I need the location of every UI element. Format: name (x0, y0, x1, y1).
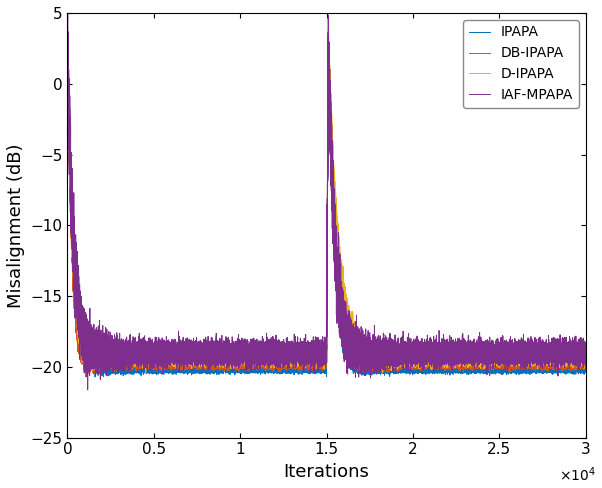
IAF-MPAPA (178, 351, 185, 357)
X-axis label: Iterations: Iterations (284, 463, 370, 481)
IPAPA (582, 367, 589, 373)
D-IPAPA (178, 356, 185, 362)
DB-IPAPA (188, 358, 196, 364)
IPAPA (178, 368, 185, 374)
IAF-MPAPA (64, 10, 71, 16)
IAF-MPAPA (513, 348, 520, 354)
D-IPAPA (324, 16, 332, 22)
DB-IPAPA (338, 318, 345, 324)
Legend: IPAPA, DB-IPAPA, D-IPAPA, IAF-MPAPA: IPAPA, DB-IPAPA, D-IPAPA, IAF-MPAPA (464, 20, 579, 108)
Line: IPAPA: IPAPA (67, 28, 586, 377)
IAF-MPAPA (338, 316, 345, 322)
D-IPAPA (142, 370, 149, 376)
Line: DB-IPAPA: DB-IPAPA (67, 30, 586, 374)
DB-IPAPA (325, 27, 332, 33)
IPAPA (64, 32, 71, 38)
D-IPAPA (513, 360, 520, 366)
D-IPAPA (80, 350, 87, 356)
D-IPAPA (188, 357, 196, 363)
D-IPAPA (338, 265, 345, 271)
Y-axis label: Misalignment (dB): Misalignment (dB) (7, 143, 25, 307)
Line: D-IPAPA: D-IPAPA (67, 19, 586, 373)
IAF-MPAPA (120, 343, 128, 349)
D-IPAPA (64, 28, 71, 34)
D-IPAPA (582, 353, 589, 359)
IPAPA (80, 353, 87, 359)
IPAPA (92, 374, 99, 380)
IPAPA (64, 25, 71, 31)
IPAPA (513, 368, 520, 374)
DB-IPAPA (80, 359, 87, 365)
IPAPA (338, 340, 345, 346)
IAF-MPAPA (582, 366, 589, 372)
IAF-MPAPA (188, 346, 196, 352)
DB-IPAPA (582, 359, 589, 365)
IPAPA (188, 367, 196, 373)
Line: IAF-MPAPA: IAF-MPAPA (67, 13, 586, 390)
DB-IPAPA (85, 371, 93, 377)
DB-IPAPA (178, 358, 185, 364)
IPAPA (120, 366, 128, 372)
DB-IPAPA (64, 32, 71, 38)
IAF-MPAPA (80, 337, 87, 343)
DB-IPAPA (513, 360, 520, 366)
D-IPAPA (120, 355, 128, 361)
Text: $\times10^{4}$: $\times10^{4}$ (559, 465, 596, 484)
DB-IPAPA (120, 363, 128, 369)
IAF-MPAPA (84, 387, 92, 393)
